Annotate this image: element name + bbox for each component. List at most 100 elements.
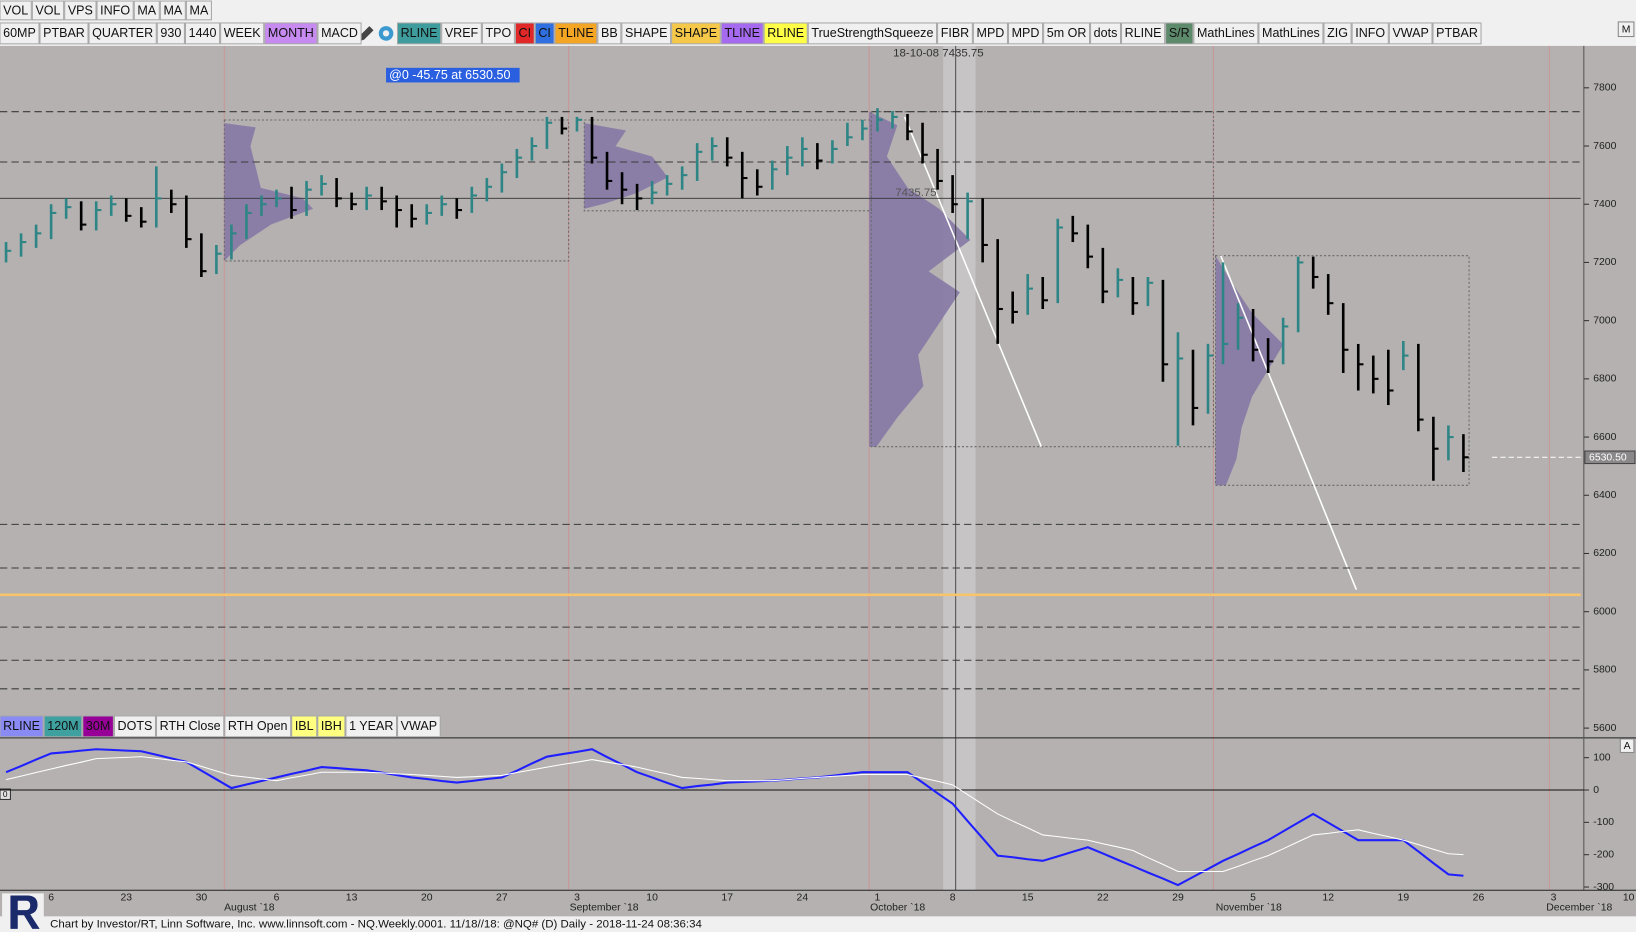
toolbar-button[interactable] [0, 0, 32, 21]
toolbar-button[interactable] [720, 22, 764, 45]
toolbar-button[interactable] [64, 0, 97, 21]
toolbar-button-label[interactable]: RLINE [767, 26, 804, 40]
toolbar-button-label[interactable]: IBL [295, 719, 314, 733]
toolbar-button-label[interactable]: RLINE [1125, 26, 1162, 40]
toolbar-button-label[interactable]: CI [538, 26, 551, 40]
toolbar-button-label[interactable]: MA [137, 3, 156, 17]
toolbar-button-label[interactable]: ZIG [1327, 26, 1348, 40]
toolbar-button-label[interactable]: 30M [86, 719, 110, 733]
toolbar-button-label[interactable]: RLINE [401, 26, 438, 40]
toolbar-button-label[interactable]: IBH [321, 719, 342, 733]
toolbar-button[interactable] [345, 715, 398, 738]
toolbar-button-label[interactable]: MathLines [1262, 26, 1320, 40]
toolbar-button[interactable] [534, 22, 555, 45]
toolbar-button-label[interactable]: TLINE [558, 26, 593, 40]
toolbar-button-label[interactable]: INFO [100, 3, 130, 17]
toolbar-button-label[interactable]: DOTS [118, 719, 153, 733]
toolbar-button-label[interactable]: 60MP [3, 26, 36, 40]
toolbar-button-label[interactable]: MPD [977, 26, 1005, 40]
toolbar-button[interactable] [82, 715, 114, 738]
toolbar-button-label[interactable]: MONTH [268, 26, 314, 40]
toolbar-button-label[interactable]: SHAPE [675, 26, 717, 40]
toolbar-button[interactable] [397, 715, 441, 738]
toolbar-button-label[interactable]: MACD [321, 26, 358, 40]
toolbar-button-label[interactable]: VWAP [401, 719, 437, 733]
toolbar-button[interactable] [43, 715, 83, 738]
toolbar-button[interactable] [264, 22, 318, 45]
toolbar-button-label[interactable]: CI [519, 26, 532, 40]
toolbar-button-label[interactable]: PTBAR [1436, 26, 1478, 40]
toolbar-button-label[interactable]: BB [601, 26, 618, 40]
toolbar-button-label[interactable]: FIBR [941, 26, 970, 40]
corner-label[interactable]: A [1624, 741, 1631, 752]
toolbar-button[interactable] [1121, 22, 1166, 45]
toolbar-button[interactable] [88, 22, 157, 45]
toolbar-button[interactable] [554, 22, 598, 45]
toolbar-button-label[interactable]: 1440 [189, 26, 217, 40]
toolbar-button[interactable] [514, 22, 535, 45]
toolbar-button[interactable] [220, 22, 265, 45]
toolbar-button-label[interactable]: MA [190, 3, 209, 17]
toolbar-button[interactable] [317, 715, 346, 738]
toolbar-button-label[interactable]: 120M [47, 719, 78, 733]
toolbar-button-label[interactable]: TLINE [724, 26, 759, 40]
toolbar-button[interactable] [1432, 22, 1482, 45]
toolbar-button[interactable] [763, 22, 808, 45]
toolbar-button[interactable] [1323, 22, 1352, 45]
toolbar-button[interactable] [1043, 22, 1091, 45]
toolbar-button[interactable] [185, 0, 212, 21]
toolbar-button[interactable] [621, 22, 672, 45]
toolbar-button-label[interactable]: 930 [160, 26, 181, 40]
toolbar-button[interactable] [159, 0, 186, 21]
toolbar-button[interactable] [317, 22, 362, 45]
toolbar-button[interactable] [224, 715, 292, 738]
toolbar-button-label[interactable]: dots [1094, 26, 1118, 40]
corner-label[interactable]: M [1622, 24, 1631, 35]
toolbar-button[interactable] [1007, 22, 1044, 45]
toolbar-button-label[interactable]: 1 YEAR [349, 719, 393, 733]
toolbar-button-label[interactable]: RTH Close [160, 719, 221, 733]
toolbar-button[interactable] [1193, 22, 1259, 45]
corner-box[interactable] [1619, 738, 1635, 754]
toolbar-button[interactable] [39, 22, 89, 45]
toolbar-button[interactable] [156, 715, 225, 738]
toolbar-button-label[interactable]: TrueStrengthSqueeze [811, 26, 933, 40]
toolbar-button[interactable] [671, 22, 721, 45]
toolbar-button[interactable] [133, 0, 160, 21]
toolbar-button-label[interactable]: VPS [68, 3, 93, 17]
toolbar-button[interactable] [1388, 22, 1433, 45]
toolbar-button[interactable] [807, 22, 938, 45]
toolbar-button[interactable] [1165, 22, 1194, 45]
corner-box[interactable] [1617, 21, 1635, 38]
toolbar-button-label[interactable]: RLINE [3, 719, 40, 733]
toolbar-button[interactable] [481, 22, 515, 45]
toolbar-button[interactable] [113, 715, 157, 738]
toolbar-button[interactable] [397, 22, 442, 45]
toolbar-button[interactable] [291, 715, 318, 738]
toolbar-button-label[interactable]: INFO [1355, 26, 1385, 40]
toolbar-button[interactable] [96, 0, 134, 21]
toolbar-button-label[interactable]: QUARTER [92, 26, 153, 40]
toolbar-button[interactable] [0, 715, 44, 738]
toolbar-button[interactable] [1090, 22, 1122, 45]
toolbar-button-label[interactable]: MPD [1012, 26, 1040, 40]
toolbar-button[interactable] [597, 22, 622, 45]
toolbar-button-label[interactable]: VOL [35, 3, 60, 17]
toolbar-button[interactable] [0, 22, 40, 45]
toolbar-button[interactable] [31, 0, 65, 21]
toolbar-button-label[interactable]: VREF [445, 26, 479, 40]
toolbar-button[interactable] [1351, 22, 1389, 45]
toolbar-button-label[interactable]: MA [163, 3, 182, 17]
toolbar-button[interactable] [184, 22, 221, 45]
toolbar-button-label[interactable]: SHAPE [625, 26, 667, 40]
toolbar-button-label[interactable]: 5m OR [1047, 26, 1087, 40]
toolbar-button-label[interactable]: PTBAR [43, 26, 85, 40]
toolbar-button[interactable] [1258, 22, 1324, 45]
toolbar-button-label[interactable]: S/R [1169, 26, 1190, 40]
toolbar-button-label[interactable]: VOL [3, 3, 28, 17]
toolbar-button[interactable] [937, 22, 973, 45]
toolbar-button-label[interactable]: WEEK [224, 26, 262, 40]
toolbar-button[interactable] [441, 22, 482, 45]
toolbar-button-label[interactable]: MathLines [1197, 26, 1255, 40]
toolbar-button[interactable] [156, 22, 185, 45]
